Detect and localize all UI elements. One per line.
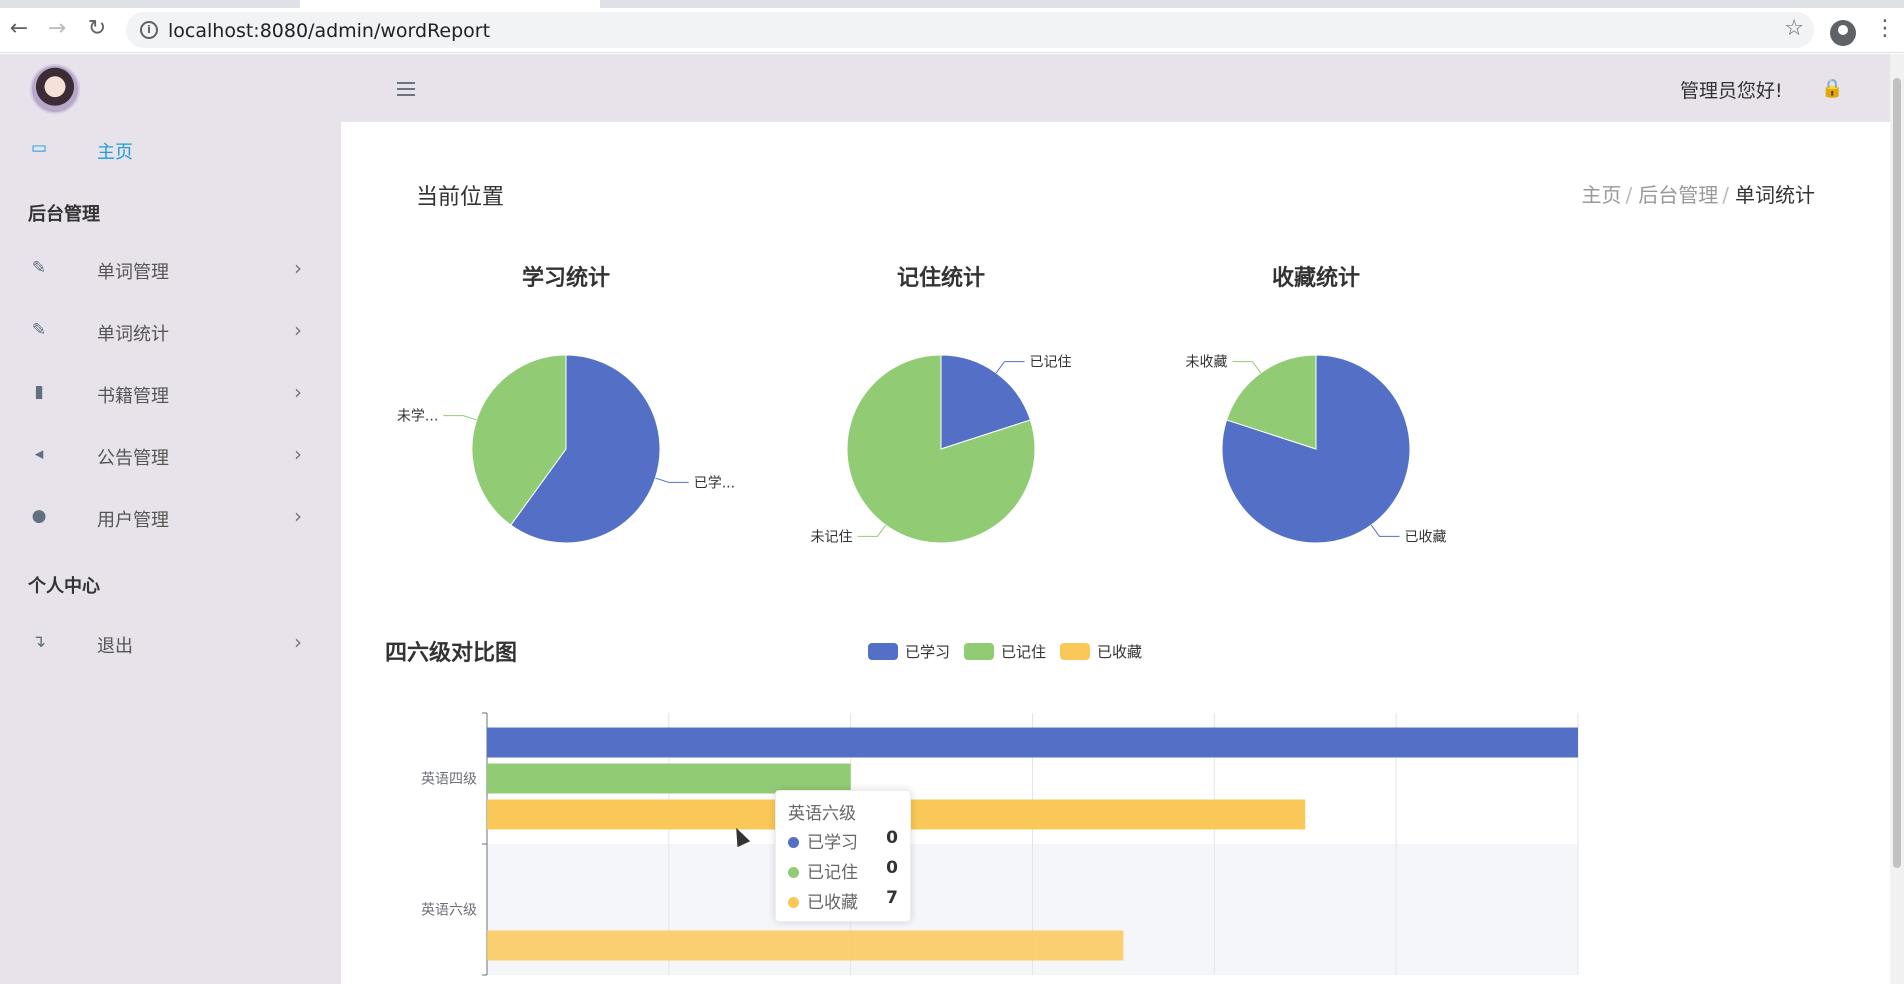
admin-greeting: 管理员您好! — [1680, 80, 1783, 102]
scrollbar-thumb[interactable] — [1893, 78, 1901, 868]
browser-menu-icon[interactable]: ⋮ — [1874, 16, 1896, 41]
current-location-title: 当前位置 — [416, 185, 505, 210]
address-bar[interactable]: i localhost:8080/admin/wordReport ☆ — [126, 12, 1814, 48]
tooltip-series-value: 7 — [886, 888, 898, 908]
edit-icon: ✎ — [31, 320, 47, 340]
active-tab[interactable] — [300, 0, 600, 8]
book-icon: ▮ — [34, 382, 44, 402]
series-dot-icon — [788, 837, 799, 848]
sidebar: ▭ 主页 后台管理 ✎ 单词管理 › ✎ 单词统计 › ▮ 书籍管理 › ◂ 公… — [0, 54, 341, 984]
chevron-right-icon: › — [294, 380, 302, 404]
sidebar-item-home[interactable]: ▭ 主页 — [0, 130, 341, 170]
chevron-right-icon: › — [294, 504, 302, 528]
sidebar-item-user-manage[interactable]: ● 用户管理 › — [0, 498, 341, 538]
sidebar-item-label: 公告管理 — [97, 448, 169, 469]
bar-tooltip: 英语六级 已学习 0 已记住 0 已收藏 7 — [775, 790, 911, 922]
tooltip-row: 已学习 0 — [788, 828, 898, 858]
sidebar-item-label: 用户管理 — [97, 510, 169, 531]
top-header: 管理员您好! 🔒 — [341, 54, 1890, 122]
tooltip-series-value: 0 — [886, 828, 898, 848]
section-personal-heading: 个人中心 — [28, 576, 100, 597]
url-text[interactable]: localhost:8080/admin/wordReport — [168, 20, 491, 42]
main-content: 当前位置 主页 / 后台管理 / 单词统计 — [341, 122, 1890, 984]
chevron-right-icon: › — [294, 442, 302, 466]
section-admin-heading: 后台管理 — [28, 204, 100, 225]
edit-icon: ✎ — [31, 258, 47, 278]
forward-arrow-icon[interactable]: → — [47, 16, 67, 41]
tooltip-series-name: 已学习 — [807, 833, 858, 853]
tab-strip — [0, 0, 1904, 8]
profile-icon[interactable] — [1830, 20, 1856, 46]
breadcrumb-separator: / — [1625, 183, 1633, 207]
menu-toggle-icon[interactable] — [397, 82, 415, 100]
sidebar-item-logout[interactable]: ↴ 退出 › — [0, 624, 341, 664]
browser-toolbar: ← → ↻ i localhost:8080/admin/wordReport … — [0, 8, 1904, 53]
chevron-right-icon: › — [294, 256, 302, 280]
breadcrumb-home[interactable]: 主页 — [1581, 183, 1622, 207]
breadcrumb-admin[interactable]: 后台管理 — [1638, 183, 1719, 207]
tooltip-series-name: 已收藏 — [807, 893, 858, 913]
sidebar-item-word-stats[interactable]: ✎ 单词统计 › — [0, 312, 341, 352]
site-info-icon[interactable]: i — [140, 21, 158, 39]
sidebar-item-label: 单词统计 — [97, 324, 169, 345]
tooltip-row: 已收藏 7 — [788, 888, 898, 918]
sidebar-item-book-manage[interactable]: ▮ 书籍管理 › — [0, 374, 341, 414]
tooltip-title: 英语六级 — [788, 804, 856, 824]
bookmark-star-icon[interactable]: ☆ — [1784, 16, 1804, 41]
volume-icon: ◂ — [34, 444, 44, 464]
chevron-right-icon: › — [294, 318, 302, 342]
user-icon: ● — [31, 506, 47, 526]
sidebar-item-label: 单词管理 — [97, 262, 169, 283]
sidebar-item-label: 退出 — [97, 636, 133, 657]
series-dot-icon — [788, 897, 799, 908]
tooltip-series-value: 0 — [886, 858, 898, 878]
breadcrumb-separator: / — [1722, 183, 1729, 207]
sidebar-item-label: 主页 — [97, 142, 133, 163]
sidebar-item-label: 书籍管理 — [97, 386, 169, 407]
chevron-right-icon: › — [294, 630, 302, 654]
back-arrow-icon[interactable]: ← — [9, 16, 29, 41]
sidebar-item-word-manage[interactable]: ✎ 单词管理 › — [0, 250, 341, 290]
breadcrumb-current: 单词统计 — [1735, 183, 1815, 207]
series-dot-icon — [788, 867, 799, 878]
tooltip-row: 已记住 0 — [788, 858, 898, 888]
sidebar-item-notice-manage[interactable]: ◂ 公告管理 › — [0, 436, 341, 476]
lock-icon[interactable]: 🔒 — [1821, 78, 1844, 99]
reload-icon[interactable]: ↻ — [87, 16, 107, 41]
signout-icon: ↴ — [31, 632, 47, 652]
avatar — [30, 64, 80, 114]
laptop-icon: ▭ — [30, 138, 48, 158]
tooltip-series-name: 已记住 — [807, 863, 858, 883]
breadcrumb: 主页 / 后台管理 / 单词统计 — [1582, 179, 1816, 208]
page-scrollbar[interactable] — [1890, 54, 1904, 984]
